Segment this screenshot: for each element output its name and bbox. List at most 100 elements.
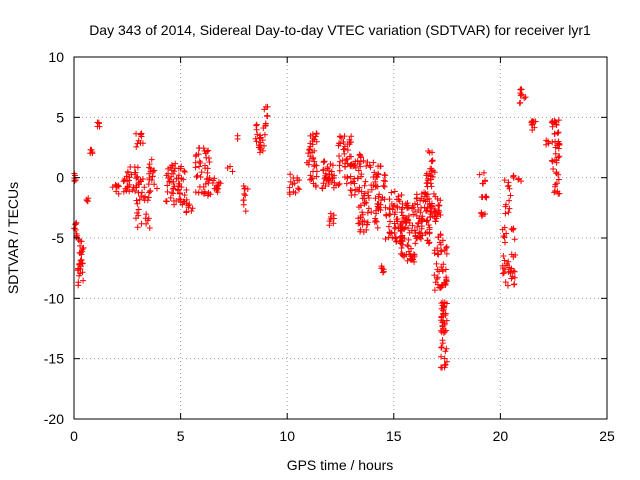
data-point — [343, 180, 350, 187]
data-point — [506, 205, 513, 212]
data-point — [502, 210, 509, 217]
data-point — [428, 200, 435, 207]
data-point — [134, 224, 141, 231]
data-point — [362, 178, 369, 185]
data-point — [132, 188, 139, 195]
data-point — [507, 192, 514, 199]
data-point — [264, 112, 271, 119]
data-point — [553, 170, 560, 177]
data-point — [381, 171, 388, 178]
data-point — [178, 184, 185, 191]
data-point — [406, 229, 413, 236]
data-point — [375, 170, 382, 177]
data-point — [434, 195, 441, 202]
data-point — [364, 159, 371, 166]
data-point — [388, 229, 395, 236]
data-point — [440, 310, 447, 317]
data-point — [435, 207, 442, 214]
data-point — [428, 173, 435, 180]
data-point — [555, 154, 562, 161]
data-point — [356, 220, 363, 227]
data-point — [200, 145, 207, 152]
data-point — [552, 150, 559, 157]
data-point — [133, 197, 140, 204]
data-point — [336, 167, 343, 174]
chart-title: Day 343 of 2014, Sidereal Day-to-day VTE… — [89, 22, 591, 38]
data-point — [336, 153, 343, 160]
data-point — [134, 140, 141, 147]
data-point — [426, 239, 433, 246]
data-point — [422, 190, 429, 197]
data-point — [505, 209, 512, 216]
data-point — [372, 217, 379, 224]
data-point — [479, 211, 486, 218]
data-point — [176, 190, 183, 197]
data-point — [387, 230, 394, 237]
x-tick-label: 10 — [279, 428, 295, 444]
data-point — [170, 185, 177, 192]
data-point — [548, 157, 555, 164]
data-points — [71, 86, 563, 371]
data-point — [371, 169, 378, 176]
data-point — [501, 224, 508, 231]
data-point — [306, 146, 313, 153]
data-point — [552, 183, 559, 190]
data-point — [552, 118, 559, 125]
data-point — [148, 176, 155, 183]
data-point — [310, 134, 317, 141]
data-point — [502, 203, 509, 210]
data-point — [326, 218, 333, 225]
data-point — [78, 256, 85, 263]
data-point — [96, 123, 103, 130]
data-point — [261, 131, 268, 138]
data-point — [441, 364, 448, 371]
data-point — [234, 132, 241, 139]
data-point — [178, 163, 185, 170]
data-point — [143, 220, 150, 227]
data-point — [286, 191, 293, 198]
data-point — [320, 158, 327, 165]
data-point — [77, 270, 84, 277]
data-point — [164, 188, 171, 195]
data-point — [189, 205, 196, 212]
data-point — [87, 146, 94, 153]
data-point — [401, 253, 408, 260]
data-point — [425, 240, 432, 247]
data-point — [543, 137, 550, 144]
data-point — [398, 191, 405, 198]
data-point — [392, 235, 399, 242]
data-point — [259, 137, 266, 144]
data-point — [555, 117, 562, 124]
data-point — [478, 213, 485, 220]
data-point — [439, 340, 446, 347]
data-point — [408, 205, 415, 212]
data-point — [195, 189, 202, 196]
data-point — [365, 205, 372, 212]
data-point — [361, 200, 368, 207]
axis-ticks — [73, 56, 608, 420]
data-point — [113, 188, 120, 195]
data-point — [517, 99, 524, 106]
x-tick-label: 25 — [599, 428, 615, 444]
data-point — [397, 240, 404, 247]
data-point — [328, 168, 335, 175]
data-point — [499, 270, 506, 277]
data-point — [365, 192, 372, 199]
data-point — [330, 215, 337, 222]
data-point — [413, 235, 420, 242]
data-point — [205, 180, 212, 187]
data-point — [511, 281, 518, 288]
data-point — [364, 209, 371, 216]
data-point — [431, 272, 438, 279]
data-point — [322, 172, 329, 179]
data-point — [391, 202, 398, 209]
data-point — [386, 211, 393, 218]
data-point — [290, 174, 297, 181]
data-point — [312, 183, 319, 190]
data-point — [425, 222, 432, 229]
data-point — [336, 180, 343, 187]
data-point — [440, 261, 447, 268]
data-point — [374, 203, 381, 210]
data-point — [554, 188, 561, 195]
